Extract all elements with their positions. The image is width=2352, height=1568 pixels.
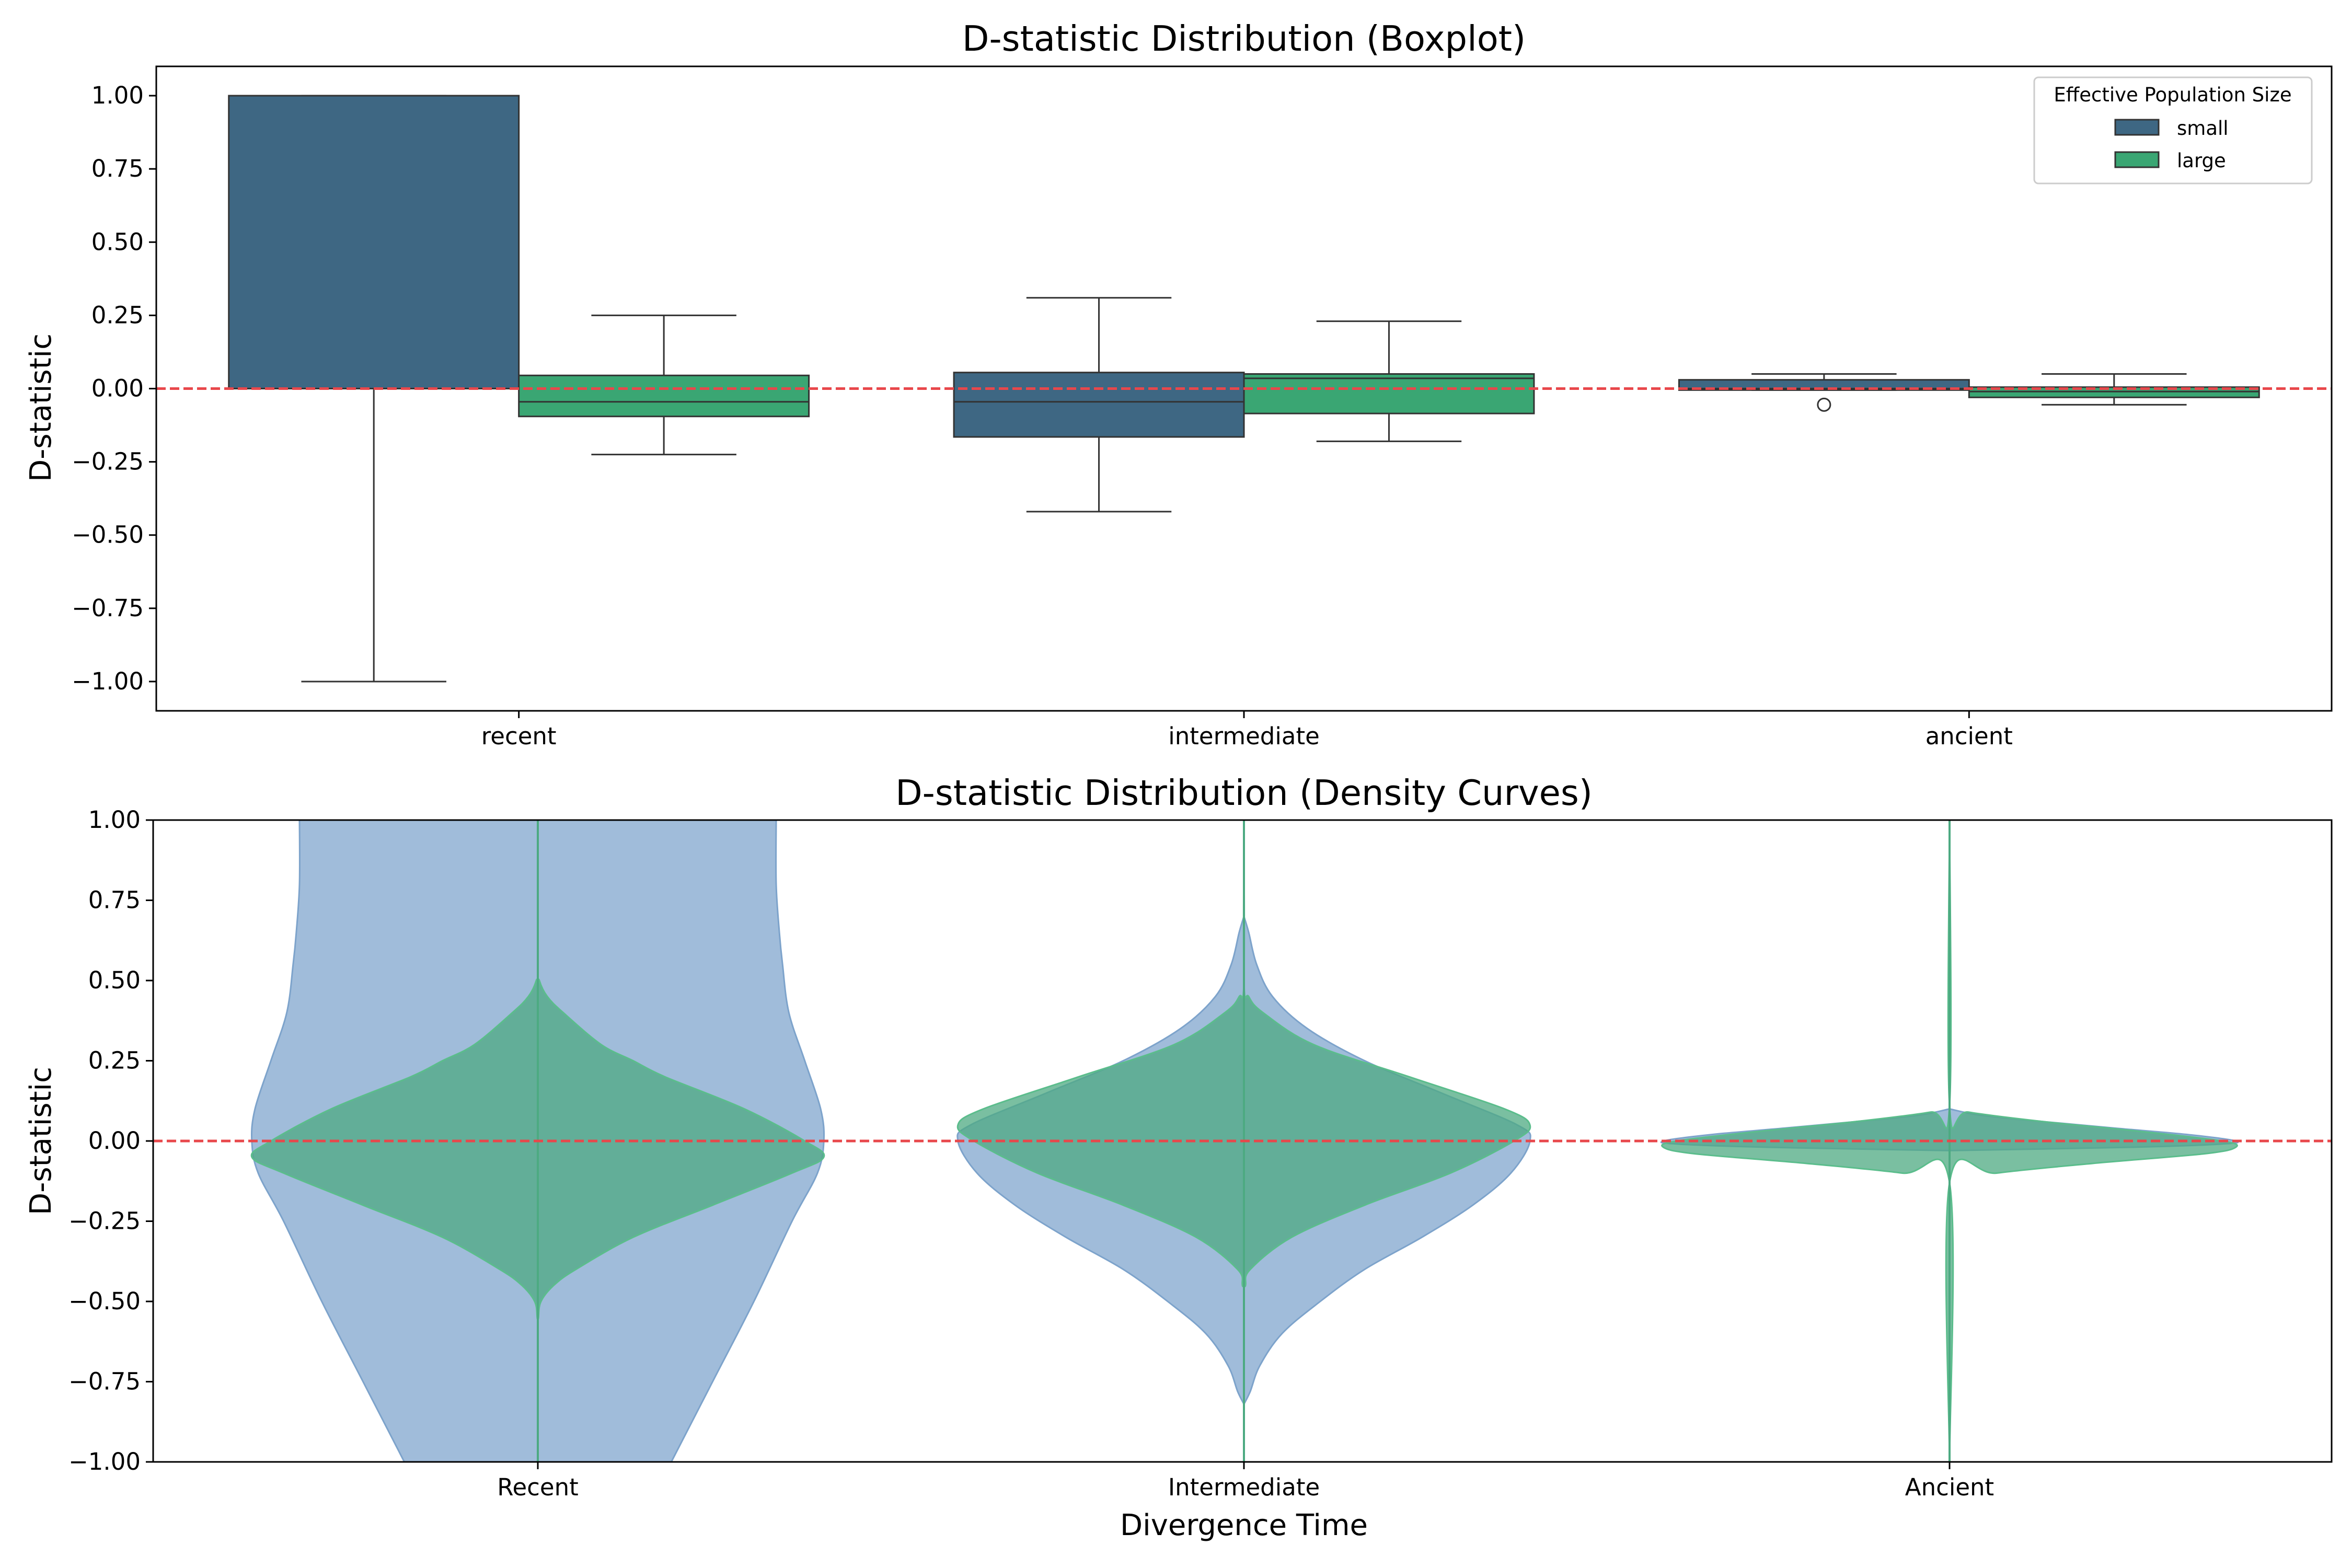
density-y-tick-label: −0.50 xyxy=(68,1287,141,1315)
legend-label-large: large xyxy=(2177,149,2226,172)
box-body xyxy=(228,95,520,389)
density-x-tick-label: Recent xyxy=(497,1473,579,1501)
boxplot-y-tick-label: −0.25 xyxy=(72,448,144,476)
box-large-recent xyxy=(518,314,810,456)
boxplot-x-axis: recent intermediate ancient xyxy=(481,711,2013,750)
box-body xyxy=(1243,373,1535,414)
density-x-tick-label: Ancient xyxy=(1905,1473,1994,1501)
legend-frame xyxy=(2033,76,2313,185)
density-y-tick-label: −0.25 xyxy=(68,1207,141,1235)
density-y-tick-label: −1.00 xyxy=(68,1448,141,1475)
legend-swatch-small xyxy=(2114,119,2160,136)
density-y-axis: −1.00 −0.75 −0.50 −0.25 0.00 0.25 0.50 0.75 1.00 xyxy=(68,806,153,1475)
box-body xyxy=(953,372,1245,438)
boxplot-y-axis: −1.00 −0.75 −0.50 −0.25 0.00 0.25 0.50 0.75 1.00 xyxy=(72,82,156,695)
boxplot-y-tick-label: −0.75 xyxy=(72,594,144,622)
density-y-tick-label: 0.00 xyxy=(88,1127,141,1155)
boxplot-title: D-statistic Distribution (Boxplot) xyxy=(962,18,1526,59)
density-y-tick-label: 0.75 xyxy=(88,886,141,914)
boxplot-x-tick-label: ancient xyxy=(1926,722,2013,750)
boxplot-frame xyxy=(155,65,2333,712)
density-y-tick-label: −0.75 xyxy=(68,1368,141,1396)
density-y-tick-label: 0.50 xyxy=(88,966,141,994)
box-body xyxy=(518,374,810,418)
density-x-label: Divergence Time xyxy=(1120,1508,1368,1542)
density-y-label: D-statistic xyxy=(24,1067,58,1215)
boxplot-plot-area xyxy=(156,95,2332,683)
boxplot-x-tick-label: intermediate xyxy=(1168,722,1320,750)
boxplot-panel: D-statistic Distribution (Boxplot) −1.00… xyxy=(24,18,2333,750)
density-plot-area xyxy=(153,820,2332,1462)
box-small-recent xyxy=(228,95,520,683)
box-large-intermediate xyxy=(1243,320,1535,442)
legend-label-small: small xyxy=(2177,117,2229,140)
density-panel: D-statistic Distribution (Density Curves… xyxy=(24,773,2333,1542)
density-y-tick-label: 1.00 xyxy=(88,806,141,834)
legend-swatch-large xyxy=(2114,151,2160,168)
boxplot-y-tick-label: −0.50 xyxy=(72,521,144,549)
boxplot-y-tick-label: 0.75 xyxy=(91,155,144,182)
density-x-tick-label: Intermediate xyxy=(1168,1473,1320,1501)
density-y-tick-label: 0.25 xyxy=(88,1047,141,1075)
boxplot-y-tick-label: 0.00 xyxy=(91,375,144,402)
box-outlier xyxy=(1817,397,1831,412)
density-title: D-statistic Distribution (Density Curves… xyxy=(895,773,1593,813)
boxplot-x-tick-label: recent xyxy=(481,722,557,750)
boxplot-y-tick-label: 0.50 xyxy=(91,228,144,256)
boxplot-y-label: D-statistic xyxy=(24,333,58,482)
legend: Effective Population Size small large xyxy=(2033,76,2313,185)
boxplot-y-tick-label: 1.00 xyxy=(91,82,144,109)
legend-title: Effective Population Size xyxy=(2054,84,2291,106)
density-frame xyxy=(152,819,2333,1463)
density-x-axis: Recent Intermediate Ancient xyxy=(497,1462,1994,1501)
boxplot-y-tick-label: 0.25 xyxy=(91,301,144,329)
boxplot-y-tick-label: −1.00 xyxy=(72,667,144,695)
